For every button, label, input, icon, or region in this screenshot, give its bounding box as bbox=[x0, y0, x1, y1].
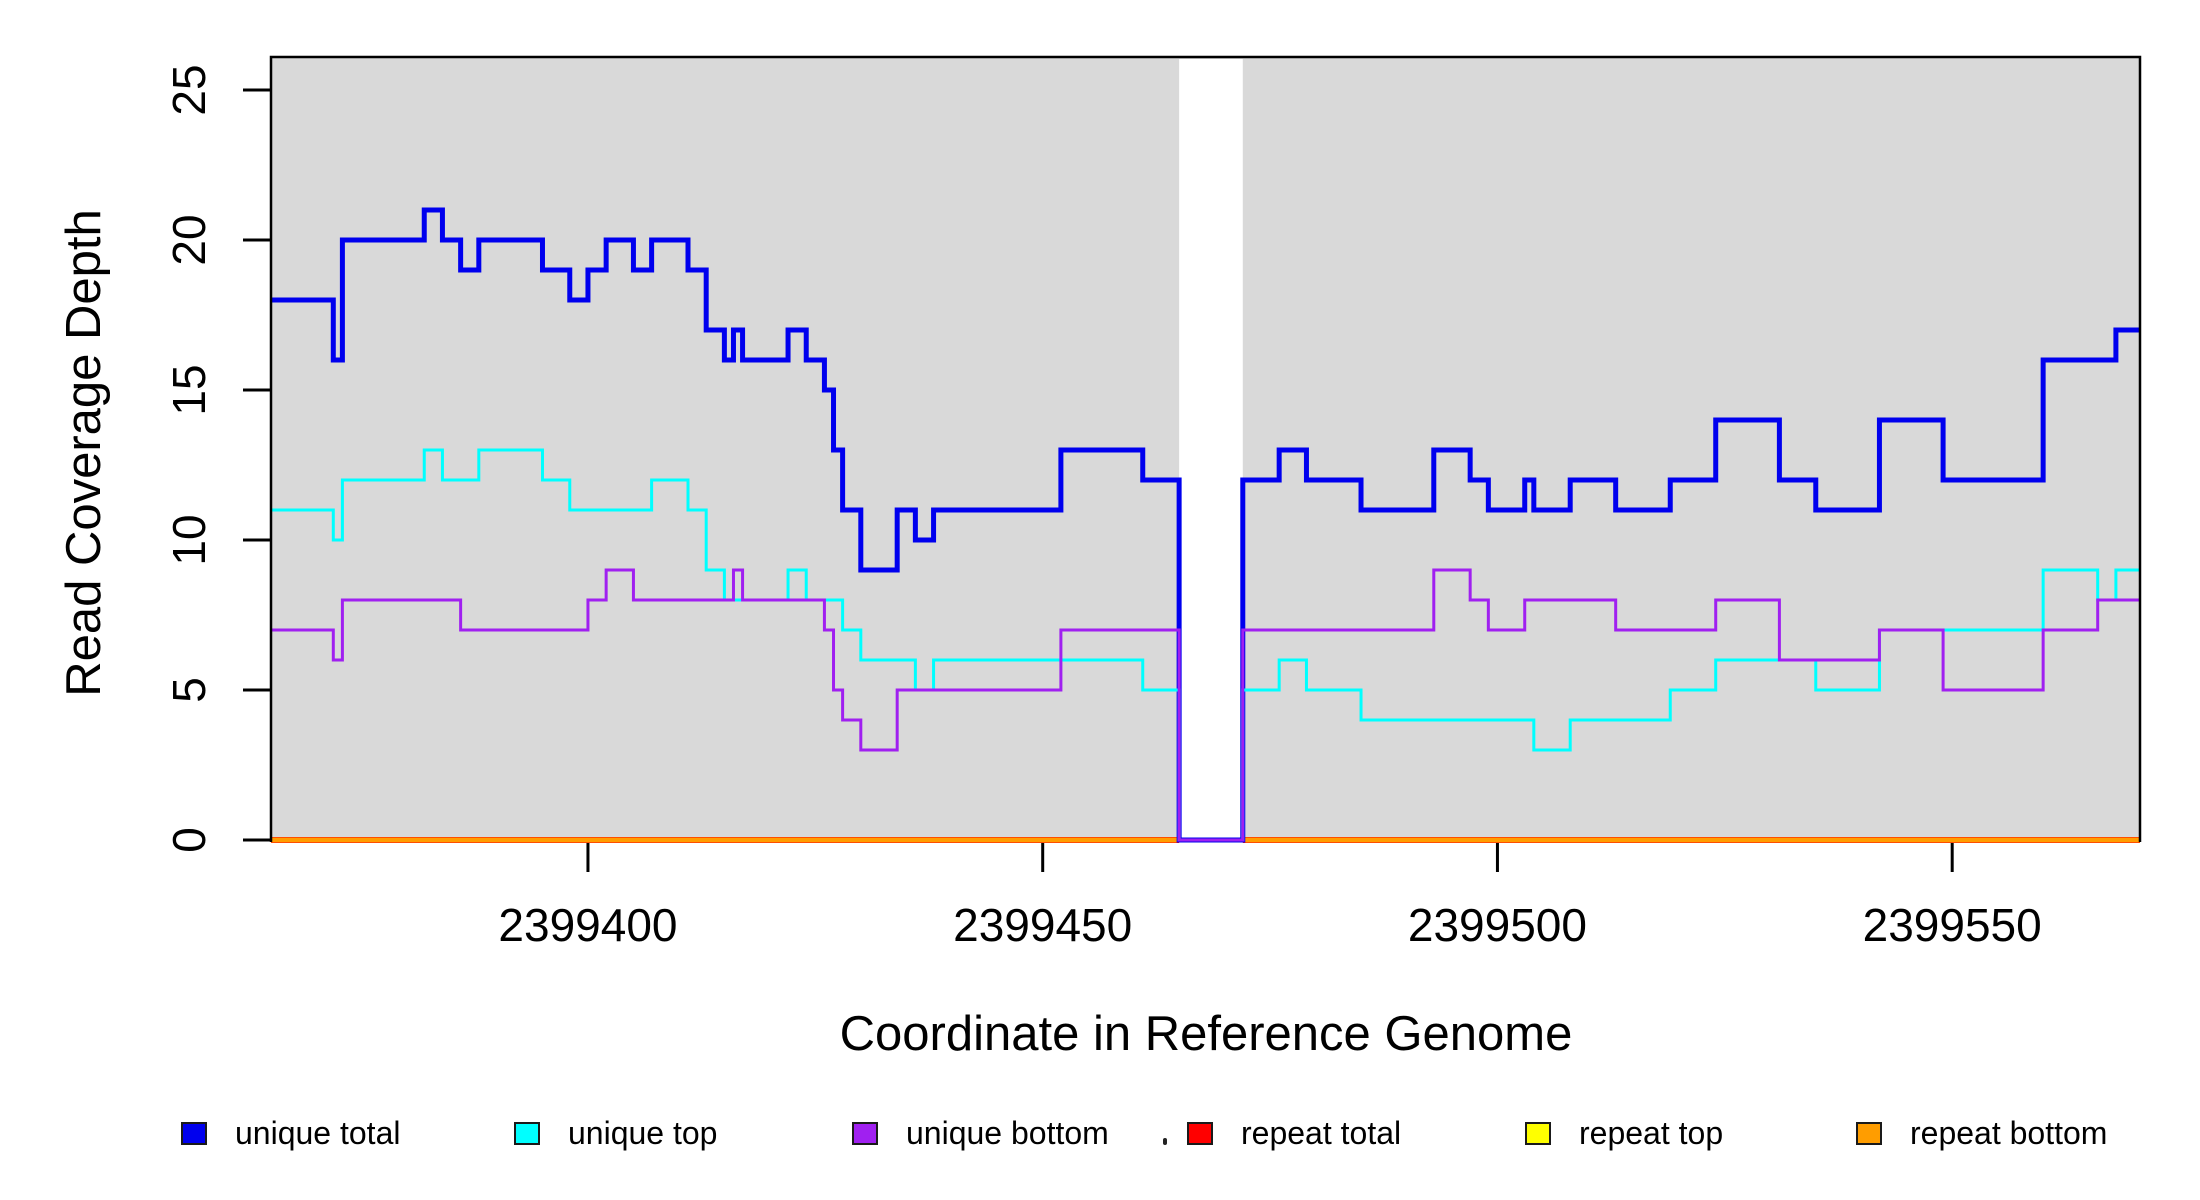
legend-swatch-repeat-bottom bbox=[1856, 1121, 1882, 1145]
legend-swatch-unique-bottom bbox=[852, 1121, 878, 1145]
legend-swatch-unique-top bbox=[514, 1121, 540, 1145]
legend-label: repeat bottom bbox=[1910, 1114, 2108, 1151]
legend-swatch-repeat-total bbox=[1187, 1121, 1213, 1145]
y-axis-title: Read Coverage Depth bbox=[57, 209, 111, 697]
legend-item-repeat-bottom: repeat bottom bbox=[1856, 1114, 2108, 1151]
legend-item-unique-bottom: unique bottom bbox=[852, 1114, 1109, 1151]
series-line-unique-bottom bbox=[271, 568, 2140, 842]
legend-label: unique top bbox=[568, 1114, 718, 1151]
y-tick-label: 0 bbox=[163, 827, 215, 853]
masked-region-band bbox=[1179, 59, 1243, 842]
legend-item-unique-total: unique total bbox=[181, 1114, 401, 1151]
x-tick-label: 2399500 bbox=[1408, 899, 1587, 951]
legend-artifact-dot bbox=[1163, 1138, 1167, 1145]
legend-item-repeat-top: repeat top bbox=[1525, 1114, 1724, 1151]
y-tick-label: 10 bbox=[163, 514, 215, 565]
x-axis-title: Coordinate in Reference Genome bbox=[839, 1007, 1573, 1061]
y-tick-label: 15 bbox=[163, 364, 215, 415]
legend-swatch-repeat-top bbox=[1525, 1121, 1551, 1145]
y-tick-label: 5 bbox=[163, 677, 215, 703]
x-tick-label: 2399550 bbox=[1863, 899, 2042, 951]
x-tick-label: 2399400 bbox=[498, 899, 677, 951]
legend-label: unique total bbox=[235, 1114, 401, 1151]
legend: unique total unique top unique bottom repea… bbox=[0, 1114, 2200, 1156]
x-tick-label: 2399450 bbox=[953, 899, 1132, 951]
y-tick-label: 25 bbox=[163, 64, 215, 115]
legend-label: repeat total bbox=[1241, 1114, 1402, 1151]
series-line-unique-total bbox=[271, 207, 2140, 843]
legend-label: unique bottom bbox=[906, 1114, 1109, 1151]
legend-label: repeat top bbox=[1579, 1114, 1724, 1151]
legend-item-repeat-total: repeat total bbox=[1187, 1114, 1402, 1151]
plot-border bbox=[269, 55, 2142, 842]
legend-item-unique-top: unique top bbox=[514, 1114, 718, 1151]
legend-swatch-unique-total bbox=[181, 1121, 207, 1145]
y-tick-label: 20 bbox=[163, 214, 215, 265]
